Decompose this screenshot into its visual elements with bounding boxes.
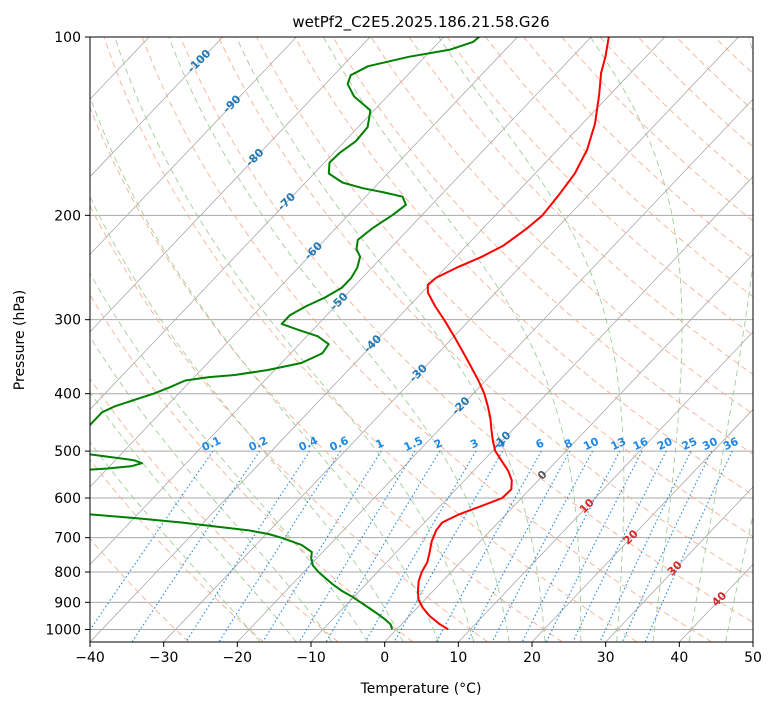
x-tick-label: 10 <box>449 650 467 666</box>
moist-adiabat-line <box>90 195 404 642</box>
dry-adiabat-line <box>294 37 753 496</box>
x-tick-label: 20 <box>523 650 541 666</box>
mixing-ratio-line <box>435 450 542 642</box>
dry-adiabat-line <box>90 537 190 642</box>
dry-adiabat-line <box>446 37 753 336</box>
moist-adiabat-line <box>235 37 546 642</box>
mixing-ratio-line <box>491 450 594 642</box>
isotherm-line <box>458 331 753 642</box>
dry-adiabat-line <box>90 377 339 642</box>
dry-adiabat-line <box>90 293 414 642</box>
moist-adiabat-line <box>90 336 333 642</box>
plot-frame <box>89 36 754 643</box>
moist-adiabat-line <box>90 441 261 642</box>
dry-adiabat-line <box>90 458 264 642</box>
mixing-ratio-label: 16 <box>631 435 651 453</box>
moist-adiabat-line <box>90 95 439 642</box>
mixing-ratio-line <box>131 450 261 642</box>
dry-adiabat-line <box>332 37 753 455</box>
y-tick-label: 900 <box>54 595 81 611</box>
moist-adiabat-line <box>114 37 475 642</box>
dry-adiabat-line <box>90 204 488 642</box>
x-tick-label: −10 <box>296 650 326 666</box>
isotherm-line <box>90 37 371 333</box>
mixing-ratio-line <box>262 450 382 642</box>
y-tick-label: 1000 <box>45 622 81 638</box>
isotherm-line <box>90 37 666 642</box>
x-tick-label: 30 <box>597 650 615 666</box>
dry-adiabat-line <box>90 106 563 642</box>
dry-adiabat-line <box>370 37 753 415</box>
dry-adiabat-line <box>408 37 753 375</box>
mixing-ratio-label: 13 <box>609 435 628 453</box>
mixing-ratio-line <box>298 450 416 642</box>
moist-adiabat-line <box>688 37 753 642</box>
dry-adiabat-line <box>217 37 753 580</box>
mixing-ratio-line <box>393 450 503 642</box>
y-tick-label: 400 <box>54 387 81 403</box>
isotherm-line <box>90 37 297 255</box>
y-tick-label: 800 <box>54 565 81 581</box>
y-tick-label: 700 <box>54 531 81 547</box>
isotherm-line <box>90 37 224 178</box>
temperature-line <box>417 37 610 631</box>
mixing-ratio-line <box>572 450 667 642</box>
mixing-ratio-line <box>644 450 733 642</box>
moist-adiabat-line <box>168 37 510 642</box>
y-tick-label: 200 <box>54 208 81 224</box>
isotherm-line <box>531 408 753 642</box>
mixing-ratio-label: 20 <box>655 435 675 453</box>
mixing-ratio-label: 36 <box>721 435 741 453</box>
dry-adiabat-line <box>103 37 638 642</box>
x-tick-label: −40 <box>75 650 105 666</box>
isotherm-line <box>90 37 518 488</box>
mixing-ratio-line <box>521 450 621 642</box>
x-tick-label: 0 <box>380 650 389 666</box>
mixing-ratio-line <box>621 450 712 642</box>
sounding-series <box>90 37 610 631</box>
moist-adiabat-line <box>90 272 369 642</box>
y-axis-ticks: 100 200 300 400 500 600 700 800 900 1000 <box>45 30 90 638</box>
mixing-ratio-label: 10 <box>581 435 601 453</box>
mixing-ratio-line <box>545 450 643 642</box>
isotherm-line <box>605 486 753 642</box>
x-axis-label: Temperature (°C) <box>360 681 482 697</box>
y-tick-label: 100 <box>54 30 81 46</box>
isotherm-line <box>90 37 592 566</box>
mixing-ratio-line <box>90 450 214 631</box>
moist-adiabat-line <box>725 513 753 642</box>
mixing-ratio-line <box>467 450 571 642</box>
isotherm-line <box>237 98 753 642</box>
chart-title: wetPf2_C2E5.2025.186.21.58.G26 <box>292 13 549 32</box>
moist-adiabat-line <box>590 37 683 642</box>
x-tick-label: −20 <box>223 650 253 666</box>
mixing-ratio-label: 25 <box>680 435 699 453</box>
dry-adiabat-line <box>179 37 753 623</box>
mixing-ratio-line <box>599 450 692 642</box>
dewpoint-line <box>90 37 480 630</box>
y-tick-label: 500 <box>54 444 81 460</box>
y-axis-label: Pressure (hPa) <box>12 290 28 390</box>
x-axis-ticks: −40 −30 −20 −10 0 10 20 30 40 50 <box>75 642 762 666</box>
x-tick-label: 40 <box>670 650 688 666</box>
x-tick-label: −30 <box>149 650 179 666</box>
y-tick-label: 300 <box>54 313 81 329</box>
x-tick-label: 50 <box>744 650 762 666</box>
y-tick-label: 600 <box>54 491 81 507</box>
dry-adiabat-line <box>141 37 712 642</box>
isotherm-line <box>163 37 739 642</box>
isotherm-line <box>384 253 753 642</box>
isotherm-line <box>90 37 445 410</box>
background-lines <box>90 37 753 642</box>
mixing-ratio-label: 30 <box>700 435 720 453</box>
moist-adiabat-line <box>90 391 297 642</box>
